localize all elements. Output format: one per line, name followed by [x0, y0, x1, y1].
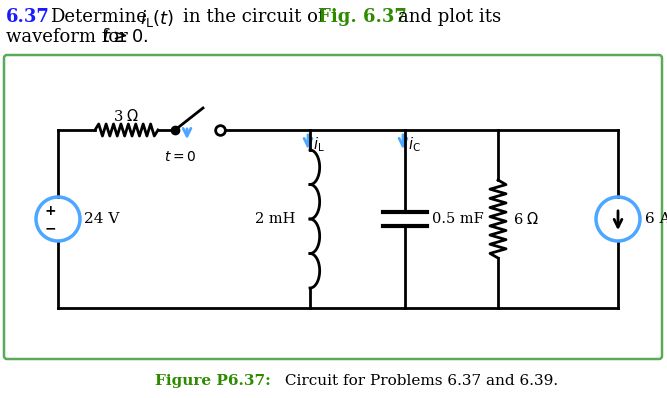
Text: Figure P6.37:: Figure P6.37: [155, 374, 271, 388]
Text: in the circuit of: in the circuit of [183, 8, 325, 26]
Text: and plot its: and plot its [398, 8, 501, 26]
Text: $i_\mathrm{L}$: $i_\mathrm{L}$ [313, 135, 325, 154]
Text: $t = 0$: $t = 0$ [164, 150, 196, 164]
Text: 3 $\Omega$: 3 $\Omega$ [113, 108, 139, 124]
Text: 2 mH: 2 mH [255, 212, 295, 226]
Text: +: + [44, 204, 56, 218]
FancyBboxPatch shape [4, 55, 662, 359]
Text: 0.5 mF: 0.5 mF [432, 212, 484, 226]
Text: Fig. 6.37: Fig. 6.37 [318, 8, 407, 26]
Text: waveform for: waveform for [6, 28, 128, 46]
Text: 24 V: 24 V [84, 212, 119, 226]
Text: 6 A: 6 A [645, 212, 667, 226]
Text: 6.37: 6.37 [6, 8, 50, 26]
Text: Determine: Determine [50, 8, 147, 26]
Text: 6 $\Omega$: 6 $\Omega$ [513, 211, 540, 227]
Text: $i_\mathrm{C}$: $i_\mathrm{C}$ [408, 135, 421, 154]
Text: −: − [44, 221, 56, 235]
Text: Circuit for Problems 6.37 and 6.39.: Circuit for Problems 6.37 and 6.39. [280, 374, 558, 388]
Text: $i_\mathrm{L}(t)$: $i_\mathrm{L}(t)$ [140, 8, 174, 29]
Text: $t \geq 0.$: $t \geq 0.$ [102, 28, 148, 46]
